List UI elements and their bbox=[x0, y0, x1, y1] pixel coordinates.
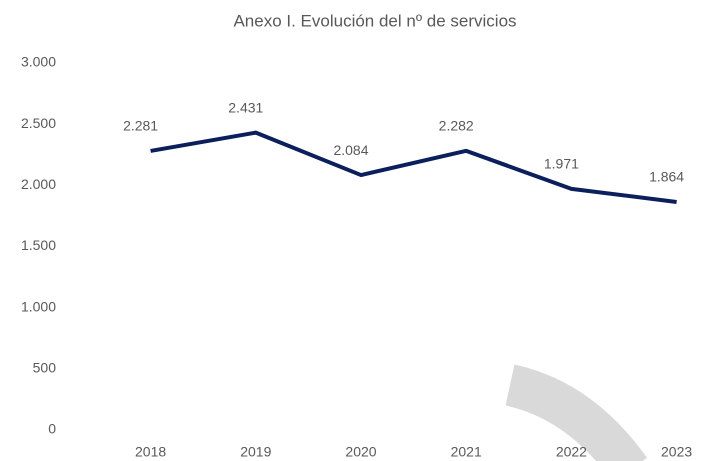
data-label: 1.971 bbox=[544, 156, 579, 172]
y-tick-label: 1.000 bbox=[21, 298, 56, 314]
x-tick-label: 2020 bbox=[345, 444, 376, 460]
data-label: 2.281 bbox=[123, 118, 158, 134]
chart-title: Anexo I. Evolución del nº de servicios bbox=[233, 11, 516, 30]
watermark bbox=[505, 364, 648, 461]
x-tick-label: 2019 bbox=[240, 444, 271, 460]
y-tick-label: 2.000 bbox=[21, 176, 56, 192]
data-label: 2.431 bbox=[228, 99, 263, 115]
y-tick-label: 500 bbox=[33, 360, 57, 376]
y-tick-label: 0 bbox=[48, 421, 56, 437]
data-label: 2.084 bbox=[333, 142, 368, 158]
data-label: 2.282 bbox=[439, 118, 474, 134]
y-tick-label: 2.500 bbox=[21, 115, 56, 131]
y-tick-label: 3.000 bbox=[21, 54, 56, 70]
x-tick-label: 2018 bbox=[135, 444, 166, 460]
y-tick-label: 1.500 bbox=[21, 237, 56, 253]
data-label: 1.864 bbox=[649, 169, 684, 185]
x-tick-label: 2021 bbox=[451, 444, 482, 460]
x-tick-label: 2022 bbox=[556, 444, 587, 460]
x-tick-label: 2023 bbox=[661, 444, 692, 460]
data-line bbox=[150, 130, 677, 204]
